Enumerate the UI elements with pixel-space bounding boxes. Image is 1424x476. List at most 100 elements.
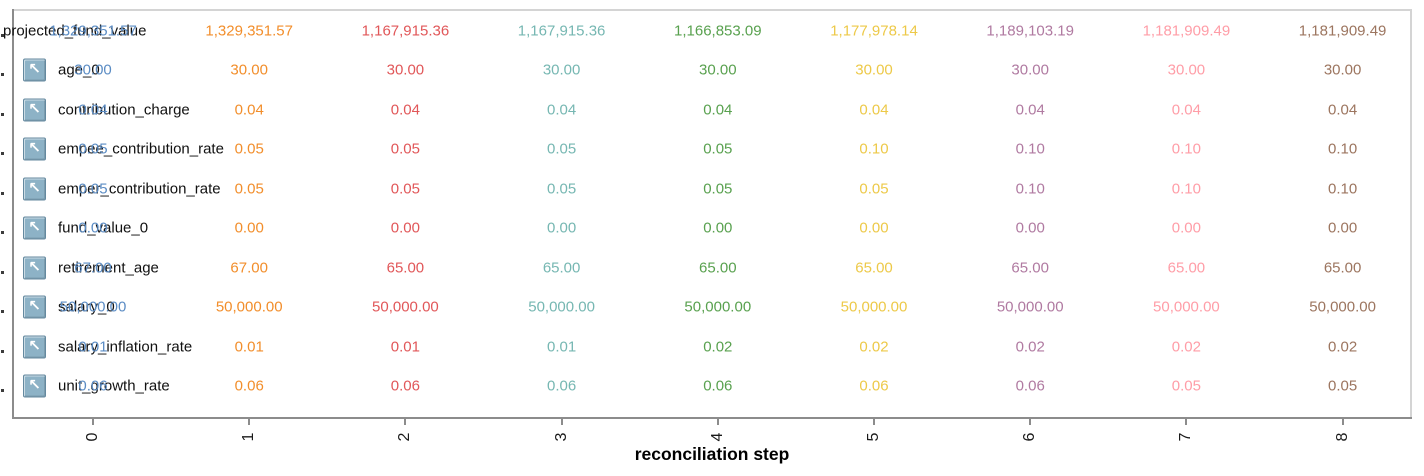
x-tick-label: 8 (1333, 432, 1351, 442)
cell-value: 65.00 (1323, 259, 1362, 277)
y-tick-dot (1, 191, 4, 195)
cell-value: 30.00 (386, 61, 425, 79)
y-tick-dot (1, 270, 4, 274)
cell-value: 30.00 (699, 61, 737, 79)
row-label: fund_value_0 (58, 219, 149, 237)
cell-value: 0.01 (546, 338, 577, 356)
row-label: unit_growth_rate (58, 377, 170, 395)
cell-value: 0.04 (1015, 101, 1045, 119)
cell-value: 0.02 (703, 338, 733, 356)
cell-value: 50,000.00 (684, 298, 752, 316)
cell-value: 1,167,915.36 (517, 22, 606, 40)
row-label: emper_contribution_rate (58, 180, 221, 198)
x-axis-label: reconciliation step (634, 444, 790, 464)
cell-value: 1,181,909.49 (1298, 22, 1387, 40)
x-tick-label: 6 (1021, 432, 1039, 442)
x-tick-label: 0 (84, 432, 101, 442)
cell-value: 0.00 (78, 219, 108, 237)
y-tick-dot (1, 349, 4, 353)
cell-value: 0.06 (546, 377, 577, 395)
cell-value: 0.04 (859, 101, 889, 119)
cell-value: 0.02 (859, 338, 889, 356)
cell-value: 1,166,853.09 (674, 22, 762, 40)
cell-value: 0.06 (234, 377, 264, 395)
row-label: empee_contribution_rate (58, 140, 224, 158)
cell-value: 0.04 (1327, 101, 1358, 119)
cell-value: 1,167,915.36 (361, 22, 450, 40)
cell-value: 0.10 (1327, 180, 1358, 198)
row-label: salary_inflation_rate (58, 338, 193, 356)
cell-value: 0.10 (1171, 180, 1201, 198)
x-tick-label: 1 (240, 432, 258, 442)
cell-value: 0.05 (390, 140, 420, 158)
cell-value: 0.10 (1015, 180, 1045, 198)
cell-value: 50,000.00 (840, 298, 908, 316)
cell-value: 0.05 (1171, 377, 1201, 395)
cell-value: 0.01 (78, 338, 108, 356)
arrow-up-left-icon: ↖ (23, 177, 46, 201)
cell-value: 0.01 (390, 338, 420, 356)
x-tick-label: 3 (552, 432, 570, 442)
x-tick-mark (1341, 418, 1344, 425)
cell-value: 30.00 (74, 61, 112, 79)
cell-value: 0.00 (1327, 219, 1358, 237)
row-label: retirement_age (58, 259, 159, 277)
cell-value: 30.00 (1323, 61, 1362, 79)
arrow-up-left-icon: ↖ (23, 58, 46, 82)
arrow-up-left-icon: ↖ (23, 137, 46, 161)
x-tick-mark (404, 418, 407, 425)
x-tick-mark (560, 418, 563, 425)
top-spine (13, 9, 1412, 11)
cell-value: 0.04 (546, 101, 577, 119)
cell-value: 0.05 (1327, 377, 1358, 395)
cell-value: 67.00 (230, 259, 268, 277)
cell-value: 0.02 (1327, 338, 1358, 356)
cell-value: 65.00 (855, 259, 893, 277)
cell-value: 1,189,103.19 (986, 22, 1074, 40)
cell-value: 0.10 (1015, 140, 1045, 158)
cell-value: 0.06 (390, 377, 420, 395)
cell-value: 30.00 (230, 61, 268, 79)
cell-value: 0.10 (859, 140, 889, 158)
cell-value: 0.00 (234, 219, 264, 237)
cell-value: 50,000.00 (1153, 298, 1220, 316)
cell-value: 0.10 (1171, 140, 1201, 158)
cell-value: 1,329,351.57 (205, 22, 293, 40)
left-spine (12, 9, 14, 419)
cell-value: 0.00 (859, 219, 889, 237)
cell-value: 65.00 (386, 259, 425, 277)
arrow-up-left-icon: ↖ (23, 216, 46, 240)
cell-value: 0.06 (78, 377, 108, 395)
cell-value: 65.00 (1167, 259, 1206, 277)
row-label: salary_0 (58, 298, 115, 316)
cell-value: 50,000.00 (59, 298, 127, 316)
cell-value: 0.04 (390, 101, 420, 119)
cell-value: 30.00 (855, 61, 893, 79)
cell-value: 50,000.00 (996, 298, 1064, 316)
y-tick-dot (1, 34, 4, 37)
x-tick-label: 2 (396, 432, 414, 442)
cell-value: 67.00 (74, 259, 112, 277)
cell-value: 0.02 (1171, 338, 1201, 356)
cell-value: 0.05 (703, 180, 733, 198)
cell-value: 0.00 (390, 219, 420, 237)
y-tick-dot (1, 389, 4, 393)
cell-value: 0.01 (234, 338, 264, 356)
arrow-up-left-icon: ↖ (23, 256, 46, 280)
y-tick-dot (1, 310, 4, 314)
cell-value: 0.05 (78, 140, 108, 158)
bottom-spine (12, 417, 1412, 419)
cell-value: 0.04 (703, 101, 733, 119)
arrow-up-left-icon: ↖ (23, 335, 46, 359)
right-spine (1410, 9, 1412, 419)
arrow-up-left-icon: ↖ (23, 374, 46, 398)
cell-value: 1,177,978.14 (830, 22, 918, 40)
cell-value: 50,000.00 (1309, 298, 1376, 316)
cell-value: 0.05 (390, 180, 420, 198)
cell-value: 0.00 (1171, 219, 1201, 237)
cell-value: 0.05 (859, 180, 889, 198)
x-tick-mark (248, 418, 251, 425)
cell-value: 0.04 (234, 101, 264, 119)
y-tick-dot (1, 231, 4, 235)
